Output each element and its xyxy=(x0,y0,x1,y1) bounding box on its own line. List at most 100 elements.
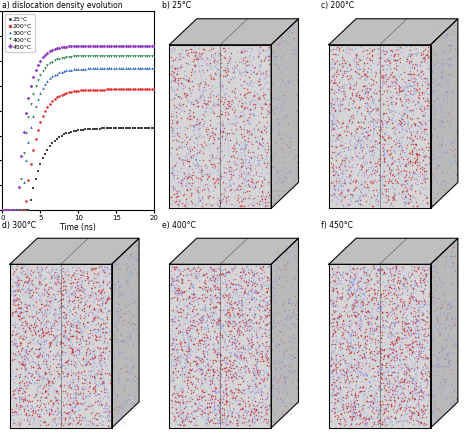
Point xyxy=(20,397,27,404)
Point xyxy=(89,405,96,412)
Point xyxy=(395,319,402,326)
Point xyxy=(330,71,338,78)
Point xyxy=(106,418,114,425)
Point xyxy=(346,378,354,385)
Point xyxy=(209,152,216,159)
Point xyxy=(358,94,366,101)
Point xyxy=(96,351,104,358)
Point xyxy=(200,353,207,360)
Point xyxy=(400,265,408,272)
Point xyxy=(370,89,377,96)
Point xyxy=(234,330,242,337)
Point xyxy=(423,51,430,58)
Point xyxy=(96,360,104,367)
Point xyxy=(255,193,262,200)
Point xyxy=(65,298,73,305)
Point xyxy=(218,111,226,118)
Point xyxy=(172,365,179,372)
Point xyxy=(251,311,259,318)
Point xyxy=(51,386,59,393)
Point xyxy=(382,292,390,299)
Point xyxy=(41,276,48,283)
Point xyxy=(400,53,407,60)
Point xyxy=(392,330,400,337)
Point xyxy=(221,337,229,344)
Point xyxy=(188,346,195,353)
Point xyxy=(91,52,99,59)
Point xyxy=(421,406,428,413)
Point xyxy=(192,383,200,390)
Point xyxy=(251,403,259,410)
Point xyxy=(230,66,238,73)
Point xyxy=(76,421,83,428)
Point xyxy=(27,322,35,329)
Point xyxy=(344,287,352,294)
Point xyxy=(219,344,227,351)
Point xyxy=(331,80,339,87)
Point xyxy=(184,369,191,376)
Point xyxy=(121,402,128,409)
Point xyxy=(50,376,57,383)
Point xyxy=(204,314,212,321)
Point xyxy=(292,312,300,319)
Point xyxy=(388,78,395,85)
Point xyxy=(343,65,351,72)
Point xyxy=(60,278,68,285)
Point xyxy=(182,181,190,187)
Point xyxy=(266,326,273,333)
Point xyxy=(331,107,339,114)
Point xyxy=(361,71,369,78)
Point xyxy=(424,380,431,387)
Point xyxy=(386,389,393,396)
Point xyxy=(225,157,233,164)
Point xyxy=(202,101,210,108)
Point xyxy=(91,86,99,93)
Point xyxy=(291,176,299,183)
Point xyxy=(383,314,391,321)
Point xyxy=(247,336,255,343)
Point xyxy=(357,189,365,196)
Point xyxy=(277,374,284,381)
Point xyxy=(237,344,245,351)
Point xyxy=(55,360,62,367)
Point xyxy=(347,286,355,293)
Point xyxy=(380,380,387,387)
Point xyxy=(226,284,234,291)
Point xyxy=(389,332,396,339)
Point xyxy=(385,295,393,302)
Point xyxy=(192,375,200,381)
Point xyxy=(357,142,365,149)
Point xyxy=(167,112,175,119)
Point xyxy=(210,161,218,168)
Point xyxy=(105,422,113,429)
Point xyxy=(40,341,48,348)
Point xyxy=(337,311,345,318)
Point xyxy=(335,360,342,367)
Point xyxy=(363,307,370,314)
Point xyxy=(84,126,91,133)
Point xyxy=(419,92,426,99)
Point xyxy=(18,176,25,183)
Point xyxy=(123,277,131,284)
Point xyxy=(349,308,357,315)
Point xyxy=(328,367,336,374)
Point xyxy=(410,170,418,177)
Point xyxy=(434,296,441,303)
Point xyxy=(378,62,386,69)
Point xyxy=(393,172,401,179)
Point xyxy=(187,99,195,106)
Point xyxy=(95,327,103,334)
Point xyxy=(406,380,413,387)
Point xyxy=(405,107,413,114)
Point xyxy=(405,273,412,280)
Point xyxy=(174,330,182,337)
Point xyxy=(238,404,246,411)
Point xyxy=(407,131,415,138)
Point xyxy=(373,129,381,136)
Point xyxy=(228,410,236,416)
Point xyxy=(354,137,362,143)
Point xyxy=(61,271,68,278)
Point xyxy=(402,305,410,312)
Point xyxy=(238,349,246,356)
Point xyxy=(276,327,283,334)
